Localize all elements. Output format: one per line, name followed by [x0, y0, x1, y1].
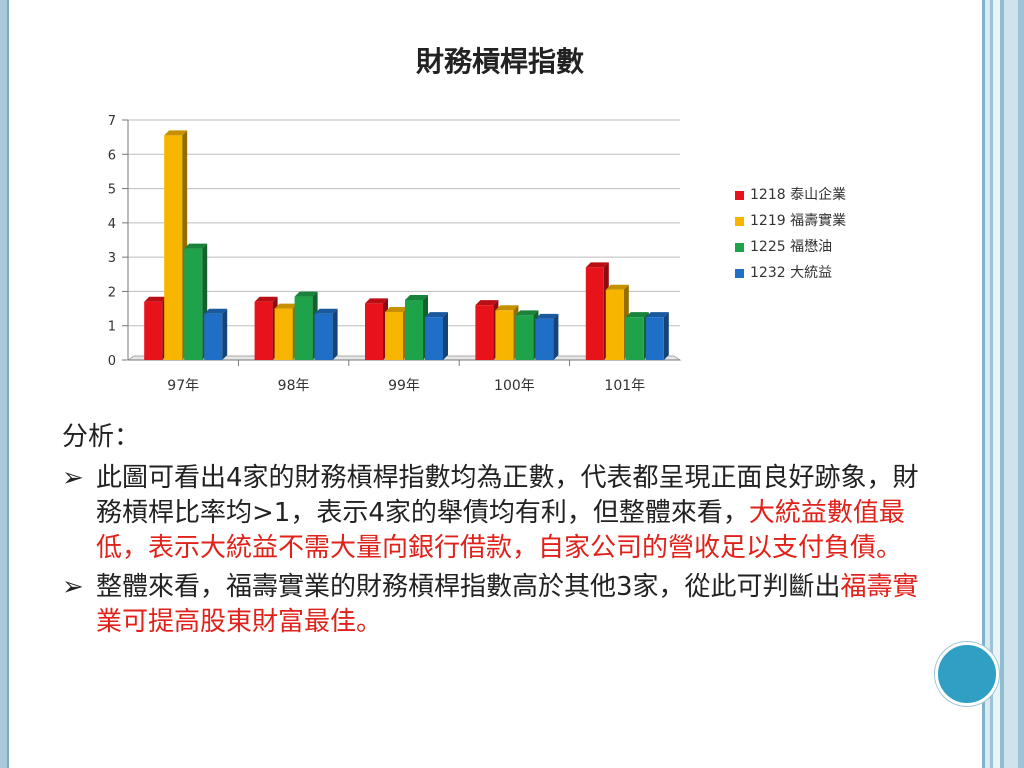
legend-swatch [735, 268, 744, 278]
bar [294, 296, 313, 360]
y-tick-label: 6 [108, 148, 116, 163]
chart-title: 財務槓桿指數 [415, 45, 584, 78]
legend-item: 1218 泰山企業 [735, 184, 846, 206]
bar-top [184, 243, 208, 249]
bullet-2: ➢ 整體來看，福壽實業的財務槓桿指數高於其他3家，從此可判斷出福壽實業可提高股東… [62, 570, 942, 640]
right-frame-border [978, 0, 1024, 768]
bar-top [254, 296, 278, 302]
y-tick-label: 3 [108, 251, 116, 266]
legend-swatch [735, 216, 744, 226]
bar-top [495, 305, 519, 311]
left-frame-border [0, 0, 9, 768]
bar-top [585, 262, 609, 268]
analysis-label: 分析： [62, 422, 141, 452]
legend-swatch [735, 242, 744, 252]
legend-label: 1218 泰山企業 [750, 187, 847, 203]
chart-legend: 1218 泰山企業 1219 福壽實業 1225 福懋油 1232 大統益 [735, 184, 846, 288]
legend-label: 1232 大統益 [750, 265, 833, 281]
bar [515, 315, 534, 360]
bullet-2-text: 整體來看，福壽實業的財務槓桿指數高於其他3家，從此可判斷出 [96, 572, 841, 602]
y-tick-label: 2 [108, 285, 116, 300]
bar-top [314, 308, 338, 314]
arrow-bullet-icon: ➢ [62, 572, 84, 602]
legend-item: 1219 福壽實業 [735, 210, 846, 232]
bar-top [144, 296, 168, 302]
bar-side [332, 308, 338, 360]
y-tick-label: 4 [108, 217, 116, 232]
arrow-bullet-icon: ➢ [62, 463, 84, 493]
bar [495, 310, 514, 360]
bar-top [204, 308, 228, 314]
bullet-1-highlight: 大統益數值最低，表示大統益不需大量向銀行借款，自家公司的營收足以支付負債。 [96, 498, 905, 563]
bar-side [443, 312, 448, 360]
bar-top [274, 303, 298, 309]
x-tick-label: 101年 [604, 378, 645, 394]
x-tick-label: 99年 [388, 378, 420, 394]
bar-top [365, 298, 388, 304]
bar-top [475, 300, 499, 306]
bar [475, 305, 494, 360]
legend-swatch [735, 190, 744, 200]
bar [645, 317, 664, 360]
bullet-1: ➢ 此圖可看出4家的財務槓桿指數均為正數，代表都呈現正面良好跡象，財務槓桿比率均… [62, 461, 942, 566]
bar [204, 313, 223, 360]
analysis-section: 分析： ➢ 此圖可看出4家的財務槓桿指數均為正數，代表都呈現正面良好跡象，財務槓… [62, 420, 942, 640]
bar [365, 303, 383, 360]
y-tick-label: 1 [108, 320, 116, 335]
decorative-circle [935, 642, 999, 706]
bar-side [663, 312, 669, 360]
bar [274, 308, 293, 360]
bar-top [294, 291, 318, 297]
bar [254, 301, 273, 360]
bar-top [425, 312, 448, 318]
legend-item: 1232 大統益 [735, 262, 846, 284]
bar [144, 301, 163, 360]
legend-label: 1219 福壽實業 [750, 213, 847, 229]
bar [625, 317, 644, 360]
x-tick-label: 97年 [167, 378, 199, 394]
bar-top [515, 310, 539, 316]
bar-top [535, 313, 559, 319]
bar-side [553, 313, 559, 360]
bar-side [222, 308, 228, 360]
bar-top [605, 284, 629, 290]
y-tick-label: 5 [108, 183, 116, 198]
x-tick-label: 100年 [494, 378, 535, 394]
legend-label: 1225 福懋油 [750, 239, 833, 255]
x-tick-label: 98年 [278, 378, 310, 394]
bar [535, 318, 554, 360]
bar-top [164, 130, 188, 136]
bar [164, 135, 183, 360]
bullet-2-highlight: 福壽實業可提高股東財富最佳。 [96, 572, 919, 637]
bullet-1-text: 此圖可看出4家的財務槓桿指數均為正數，代表都呈現正面良好跡象，財務槓桿比率均>1… [96, 463, 919, 528]
bar-top [645, 312, 669, 318]
bar [425, 317, 443, 360]
bar-top [405, 295, 428, 300]
bar [184, 248, 203, 360]
bar [605, 289, 624, 360]
bar-top [625, 312, 649, 318]
bar [314, 313, 333, 360]
bar [585, 267, 604, 360]
bar-top [385, 307, 408, 312]
bar [385, 312, 403, 360]
bar [405, 300, 423, 360]
y-tick-label: 0 [108, 354, 116, 369]
y-tick-label: 7 [108, 114, 116, 129]
bar-chart: 0 1 2 3 4 5 6 7 97年 98年 99年 100年 101年 [108, 114, 682, 394]
legend-item: 1225 福懋油 [735, 236, 846, 258]
